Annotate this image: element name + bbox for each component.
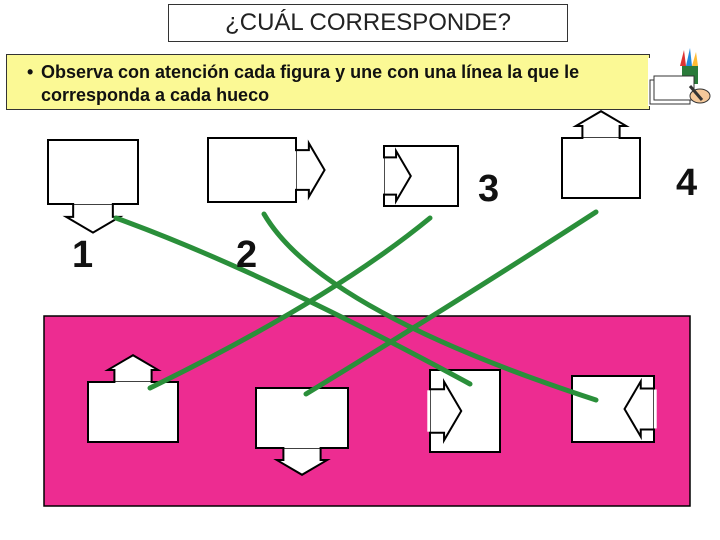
instruction-text: Observa con atención cada figura y une c… — [41, 61, 645, 106]
label-1: 1 — [72, 234, 93, 277]
title-text: ¿CUÁL CORRESPONDE? — [225, 9, 511, 37]
instruction-box: • Observa con atención cada figura y une… — [6, 54, 650, 110]
label-4: 4 — [676, 162, 697, 205]
label-3: 3 — [478, 168, 499, 211]
title-box: ¿CUÁL CORRESPONDE? — [168, 4, 568, 42]
label-2: 2 — [236, 234, 257, 277]
bullet: • — [27, 61, 41, 106]
